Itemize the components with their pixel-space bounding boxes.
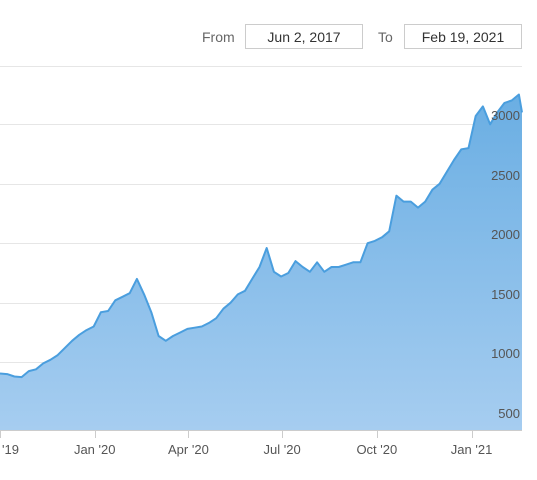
x-tick-label: '19: [2, 442, 19, 457]
x-axis-ticks: [0, 430, 473, 438]
y-tick-label: 500: [498, 406, 520, 421]
y-tick-label: 1500: [491, 287, 520, 302]
x-tick-label: Jul '20: [264, 442, 301, 457]
x-tick-label: Oct '20: [356, 442, 397, 457]
y-tick-label: 1000: [491, 346, 520, 361]
y-axis-labels: 500 1000 1500 2000 2500 3000: [491, 108, 520, 421]
x-tick-label: Jan '21: [451, 442, 493, 457]
x-tick-label: Jan '20: [74, 442, 116, 457]
to-date-input[interactable]: [404, 24, 522, 49]
series-area-fill: [0, 94, 522, 430]
to-label: To: [378, 29, 393, 45]
series-line: [0, 93, 523, 379]
x-axis-labels: '19 Jan '20 Apr '20 Jul '20 Oct '20 Jan '21: [2, 442, 492, 457]
date-range-selector: From To: [0, 0, 537, 66]
from-label: From: [202, 29, 235, 45]
from-date-input[interactable]: [245, 24, 363, 49]
x-tick-label: Apr '20: [168, 442, 209, 457]
y-tick-label: 2000: [491, 227, 520, 242]
y-tick-label: 3000: [491, 108, 520, 123]
y-tick-label: 2500: [491, 168, 520, 183]
